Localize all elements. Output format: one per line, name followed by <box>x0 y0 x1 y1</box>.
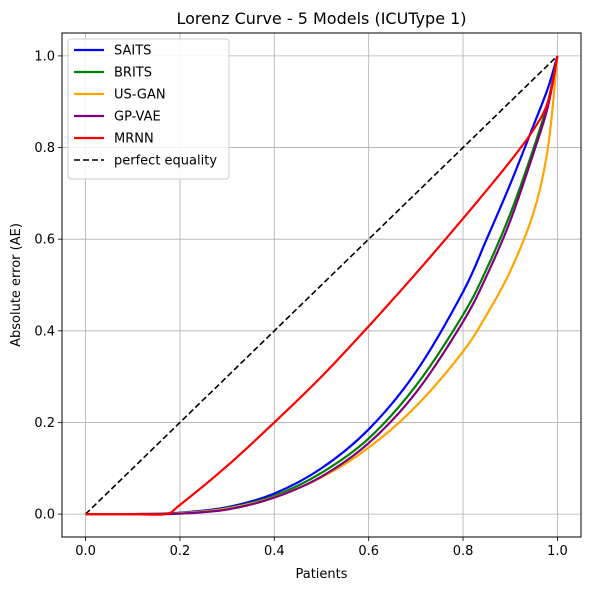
legend-label-gp-vae: GP-VAE <box>114 110 161 125</box>
legend-label-perfect-equality: perfect equality <box>114 154 217 169</box>
y-tick-label: 0.6 <box>34 233 55 248</box>
y-axis-ticks: 0.0 0.2 0.4 0.6 0.8 1.0 <box>34 49 62 523</box>
series-line-gp-vae <box>85 55 559 516</box>
legend-box <box>67 38 230 180</box>
y-tick-label: 0.8 <box>34 141 55 156</box>
x-tick-label: 0.0 <box>75 544 96 559</box>
x-axis-label: Patients <box>295 567 347 582</box>
legend-label-brits: BRITS <box>114 66 152 81</box>
series-line-mrnn <box>85 55 559 516</box>
x-tick-label: 0.2 <box>170 544 191 559</box>
chart-title: Lorenz Curve - 5 Models (ICUType 1) <box>176 9 466 28</box>
x-tick-label: 1.0 <box>547 544 568 559</box>
legend-label-mrnn: MRNN <box>114 132 154 147</box>
plot-frame <box>61 32 582 538</box>
x-tick-label: 0.6 <box>358 544 379 559</box>
series-layer <box>85 55 559 516</box>
y-axis-label: Absolute error (AE) <box>9 223 24 347</box>
y-tick-label: 0.4 <box>34 324 55 339</box>
x-tick-label: 0.8 <box>453 544 474 559</box>
y-tick-label: 1.0 <box>34 49 55 64</box>
legend: SAITS BRITS US-GAN GP-VAE MRNN perfect equali… <box>67 38 230 180</box>
y-tick-label: 0.0 <box>34 508 55 523</box>
x-tick-label: 0.4 <box>264 544 285 559</box>
series-line-perfect-equality <box>85 55 558 515</box>
legend-label-us-gan: US-GAN <box>114 88 166 103</box>
y-tick-label: 0.2 <box>34 416 55 431</box>
legend-label-saits: SAITS <box>114 44 151 59</box>
x-axis-ticks: 0.0 0.2 0.4 0.6 0.8 1.0 <box>75 537 568 559</box>
